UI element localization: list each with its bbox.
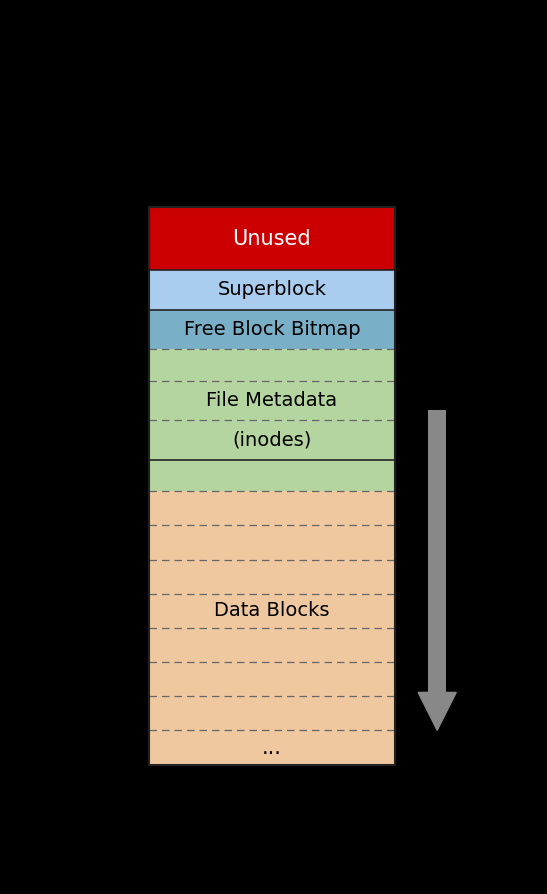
Bar — [149, 420, 395, 460]
Bar — [149, 628, 395, 662]
Bar — [149, 594, 395, 628]
Bar — [149, 526, 395, 560]
Text: Data Blocks: Data Blocks — [214, 602, 330, 620]
Bar — [149, 662, 395, 696]
Text: Free Block Bitmap: Free Block Bitmap — [184, 320, 360, 339]
Text: Superblock: Superblock — [217, 281, 327, 299]
Polygon shape — [418, 692, 456, 730]
Bar — [149, 350, 395, 381]
Text: (inodes): (inodes) — [232, 430, 312, 450]
Bar — [149, 560, 395, 594]
Bar — [428, 410, 446, 692]
Bar — [149, 309, 395, 350]
Text: File Metadata: File Metadata — [206, 391, 337, 410]
Bar — [149, 696, 395, 730]
Bar — [149, 270, 395, 309]
Bar — [149, 381, 395, 420]
Bar — [149, 207, 395, 270]
Bar — [149, 207, 395, 764]
Text: ...: ... — [262, 738, 282, 757]
Bar — [149, 491, 395, 526]
Bar — [149, 730, 395, 764]
Bar — [149, 460, 395, 491]
Text: Unused: Unused — [232, 229, 311, 249]
